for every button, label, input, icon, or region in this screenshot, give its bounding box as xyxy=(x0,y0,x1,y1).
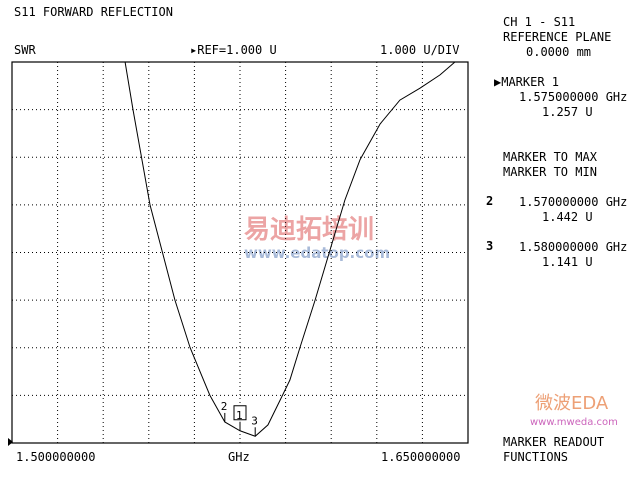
marker-to-min-button[interactable]: MARKER TO MIN xyxy=(503,165,597,179)
ref-plane-label: REFERENCE PLANE xyxy=(503,30,612,44)
marker-pointer-icon: ▶ xyxy=(494,75,502,89)
marker2-number: 2 xyxy=(486,194,494,208)
plot-frame xyxy=(11,61,469,444)
reference-arrow-icon xyxy=(8,438,13,446)
marker3-freq: 1.580000000 GHz xyxy=(519,240,628,254)
functions-button[interactable]: FUNCTIONS xyxy=(503,450,569,464)
x-start-label: 1.500000000 xyxy=(16,450,96,464)
ref-arrow-icon: ▸ xyxy=(190,43,198,57)
marker3-number: 3 xyxy=(486,239,494,253)
watermark-edatop: 易迪拓培训 xyxy=(244,215,375,245)
marker-readout-button[interactable]: MARKER READOUT xyxy=(503,435,605,449)
ref-plane-value: 0.0000 mm xyxy=(526,45,592,59)
reference-readout: ▸REF=1.000 U xyxy=(190,43,277,57)
x-unit-label: GHz xyxy=(228,450,250,464)
format-label: SWR xyxy=(14,43,36,57)
marker-to-max-button[interactable]: MARKER TO MAX xyxy=(503,150,597,164)
watermark-mweda-url: www.mweda.com xyxy=(530,417,618,428)
marker3-value: 1.141 U xyxy=(542,255,593,269)
marker1-label[interactable]: ▶MARKER 1 xyxy=(494,75,560,89)
swr-trace xyxy=(124,61,456,437)
channel-label: CH 1 - S11 xyxy=(503,15,576,29)
marker1-value: 1.257 U xyxy=(542,105,593,119)
watermark-mweda: 微波EDA xyxy=(535,393,609,414)
marker1-freq: 1.575000000 GHz xyxy=(519,90,628,104)
title: S11 FORWARD REFLECTION xyxy=(14,5,173,19)
marker-1-label: 1 xyxy=(236,409,243,422)
marker-2-label: 2 xyxy=(221,400,228,413)
marker2-freq: 1.570000000 GHz xyxy=(519,195,628,209)
watermark-edatop-url: www.edatop.com xyxy=(244,244,391,262)
marker2-value: 1.442 U xyxy=(542,210,593,224)
marker-1-box xyxy=(233,405,247,421)
x-stop-label: 1.650000000 xyxy=(381,450,461,464)
marker-3-label: 3 xyxy=(251,414,258,427)
scale-readout: 1.000 U/DIV xyxy=(380,43,460,57)
